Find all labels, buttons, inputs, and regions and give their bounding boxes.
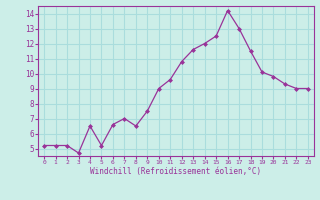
X-axis label: Windchill (Refroidissement éolien,°C): Windchill (Refroidissement éolien,°C) — [91, 167, 261, 176]
